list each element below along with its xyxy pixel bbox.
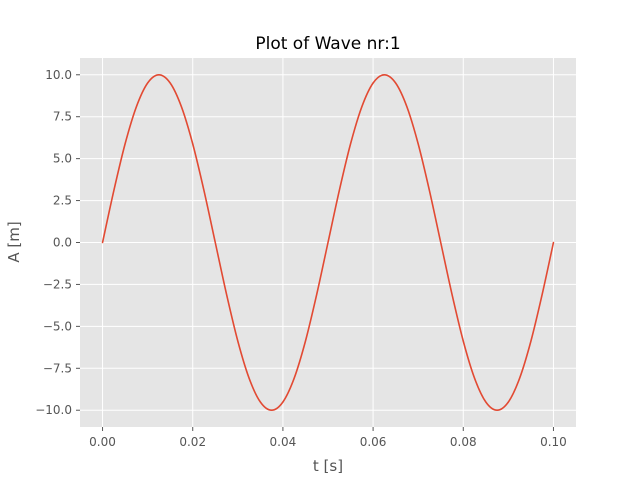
x-tick-label: 0.02 xyxy=(179,435,206,449)
y-tick-label: −10.0 xyxy=(35,403,72,417)
chart-title: Plot of Wave nr:1 xyxy=(255,34,400,54)
series-group xyxy=(101,73,555,412)
series-line-wave xyxy=(101,73,555,412)
x-tick-label: 0.08 xyxy=(450,435,477,449)
y-tick-label: −7.5 xyxy=(43,361,72,375)
x-tick-label: 0.00 xyxy=(89,435,116,449)
y-axis-ticks: 10.0 7.5 5.0 2.5 0.0 −2.5 −5.0 −7.5 −10.0 xyxy=(35,68,80,417)
x-tick-label: 0.04 xyxy=(270,435,297,449)
y-tick-label: −5.0 xyxy=(43,319,72,333)
x-axis-label: t [s] xyxy=(313,457,343,475)
y-tick-label: 2.5 xyxy=(53,194,72,208)
y-tick-label: 5.0 xyxy=(53,152,72,166)
y-tick-label: −2.5 xyxy=(43,277,72,291)
x-axis-ticks: 0.00 0.02 0.04 0.06 0.08 0.10 xyxy=(89,427,567,449)
x-tick-label: 0.10 xyxy=(540,435,567,449)
y-tick-label: 0.0 xyxy=(53,236,72,250)
y-tick-label: 7.5 xyxy=(53,110,72,124)
y-axis-label: A [m] xyxy=(5,221,23,262)
y-tick-label: 10.0 xyxy=(45,68,72,82)
x-tick-label: 0.06 xyxy=(360,435,387,449)
